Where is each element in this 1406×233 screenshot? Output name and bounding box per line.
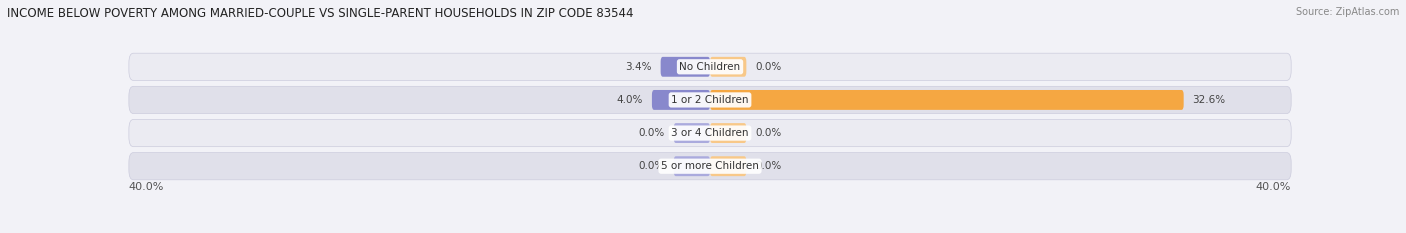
FancyBboxPatch shape xyxy=(710,57,747,77)
FancyBboxPatch shape xyxy=(129,86,1291,113)
Text: 0.0%: 0.0% xyxy=(755,62,782,72)
Text: No Children: No Children xyxy=(679,62,741,72)
FancyBboxPatch shape xyxy=(673,156,710,176)
FancyBboxPatch shape xyxy=(710,90,1184,110)
Text: 0.0%: 0.0% xyxy=(638,161,665,171)
Text: Source: ZipAtlas.com: Source: ZipAtlas.com xyxy=(1295,7,1399,17)
Text: INCOME BELOW POVERTY AMONG MARRIED-COUPLE VS SINGLE-PARENT HOUSEHOLDS IN ZIP COD: INCOME BELOW POVERTY AMONG MARRIED-COUPL… xyxy=(7,7,634,20)
FancyBboxPatch shape xyxy=(661,57,710,77)
Text: 40.0%: 40.0% xyxy=(1256,182,1291,192)
Text: 4.0%: 4.0% xyxy=(617,95,643,105)
FancyBboxPatch shape xyxy=(129,120,1291,147)
Text: 0.0%: 0.0% xyxy=(638,128,665,138)
Text: 40.0%: 40.0% xyxy=(129,182,165,192)
FancyBboxPatch shape xyxy=(673,123,710,143)
FancyBboxPatch shape xyxy=(710,156,747,176)
Text: 3 or 4 Children: 3 or 4 Children xyxy=(671,128,749,138)
FancyBboxPatch shape xyxy=(652,90,710,110)
Text: 32.6%: 32.6% xyxy=(1192,95,1226,105)
Text: 1 or 2 Children: 1 or 2 Children xyxy=(671,95,749,105)
Text: 0.0%: 0.0% xyxy=(755,161,782,171)
FancyBboxPatch shape xyxy=(129,53,1291,80)
FancyBboxPatch shape xyxy=(710,123,747,143)
Text: 0.0%: 0.0% xyxy=(755,128,782,138)
Text: 5 or more Children: 5 or more Children xyxy=(661,161,759,171)
FancyBboxPatch shape xyxy=(129,153,1291,180)
Text: 3.4%: 3.4% xyxy=(626,62,652,72)
